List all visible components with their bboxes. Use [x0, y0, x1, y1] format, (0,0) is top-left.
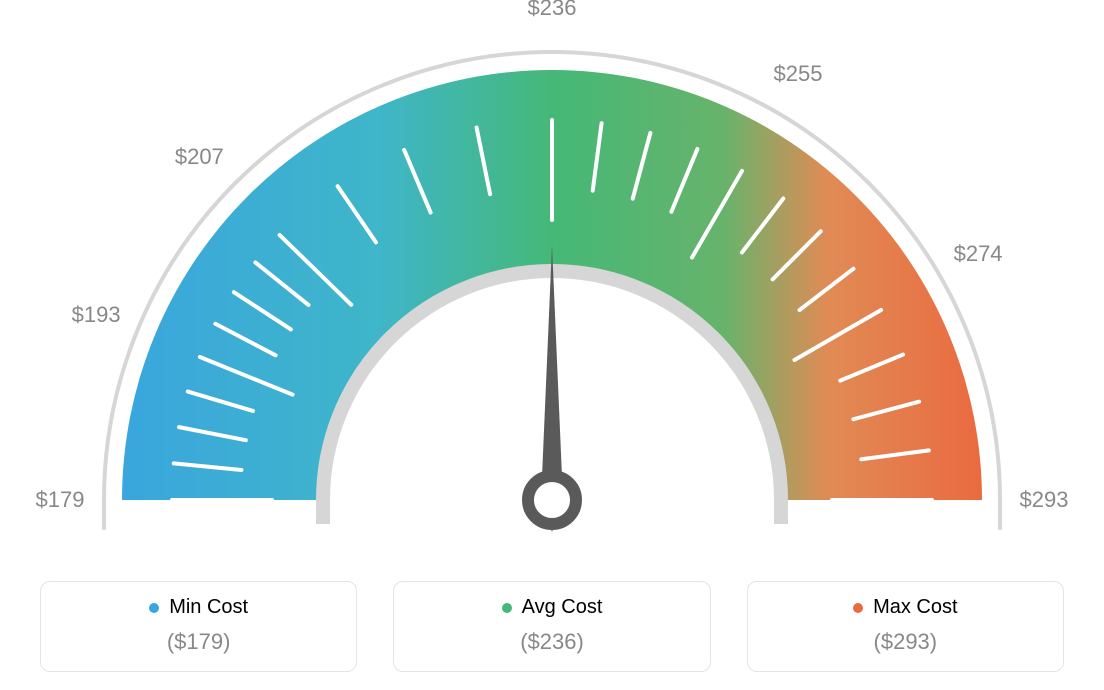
legend-max-cost: Max Cost ($293): [747, 581, 1064, 672]
cost-gauge-chart: $179 $193 $207 $236 $255 $274 $293 Min Cost ($…: [0, 0, 1104, 690]
legend-min-cost: Min Cost ($179): [40, 581, 357, 672]
gauge-tick-label: $274: [954, 241, 1003, 267]
legend-avg-dot: [502, 603, 512, 613]
legend-min-value: ($179): [51, 629, 346, 655]
gauge-tick-label: $255: [774, 61, 823, 87]
legend-avg-label: Avg Cost: [522, 596, 603, 619]
gauge-tick-label: $193: [72, 302, 121, 328]
legend-row: Min Cost ($179) Avg Cost ($236) Max Cost…: [0, 581, 1104, 672]
legend-min-label: Min Cost: [169, 596, 248, 619]
gauge-tick-label: $179: [36, 487, 85, 513]
legend-min-dot: [149, 603, 159, 613]
legend-max-dot: [853, 603, 863, 613]
legend-min-title: Min Cost: [149, 596, 248, 619]
gauge-tick-label: $207: [175, 144, 224, 170]
legend-max-value: ($293): [758, 629, 1053, 655]
gauge-tick-label: $293: [1020, 487, 1069, 513]
legend-avg-cost: Avg Cost ($236): [393, 581, 710, 672]
legend-max-label: Max Cost: [873, 596, 957, 619]
legend-avg-title: Avg Cost: [502, 596, 603, 619]
gauge-tick-label: $236: [528, 0, 577, 21]
gauge-svg: [0, 0, 1104, 560]
legend-max-title: Max Cost: [853, 596, 957, 619]
legend-avg-value: ($236): [404, 629, 699, 655]
